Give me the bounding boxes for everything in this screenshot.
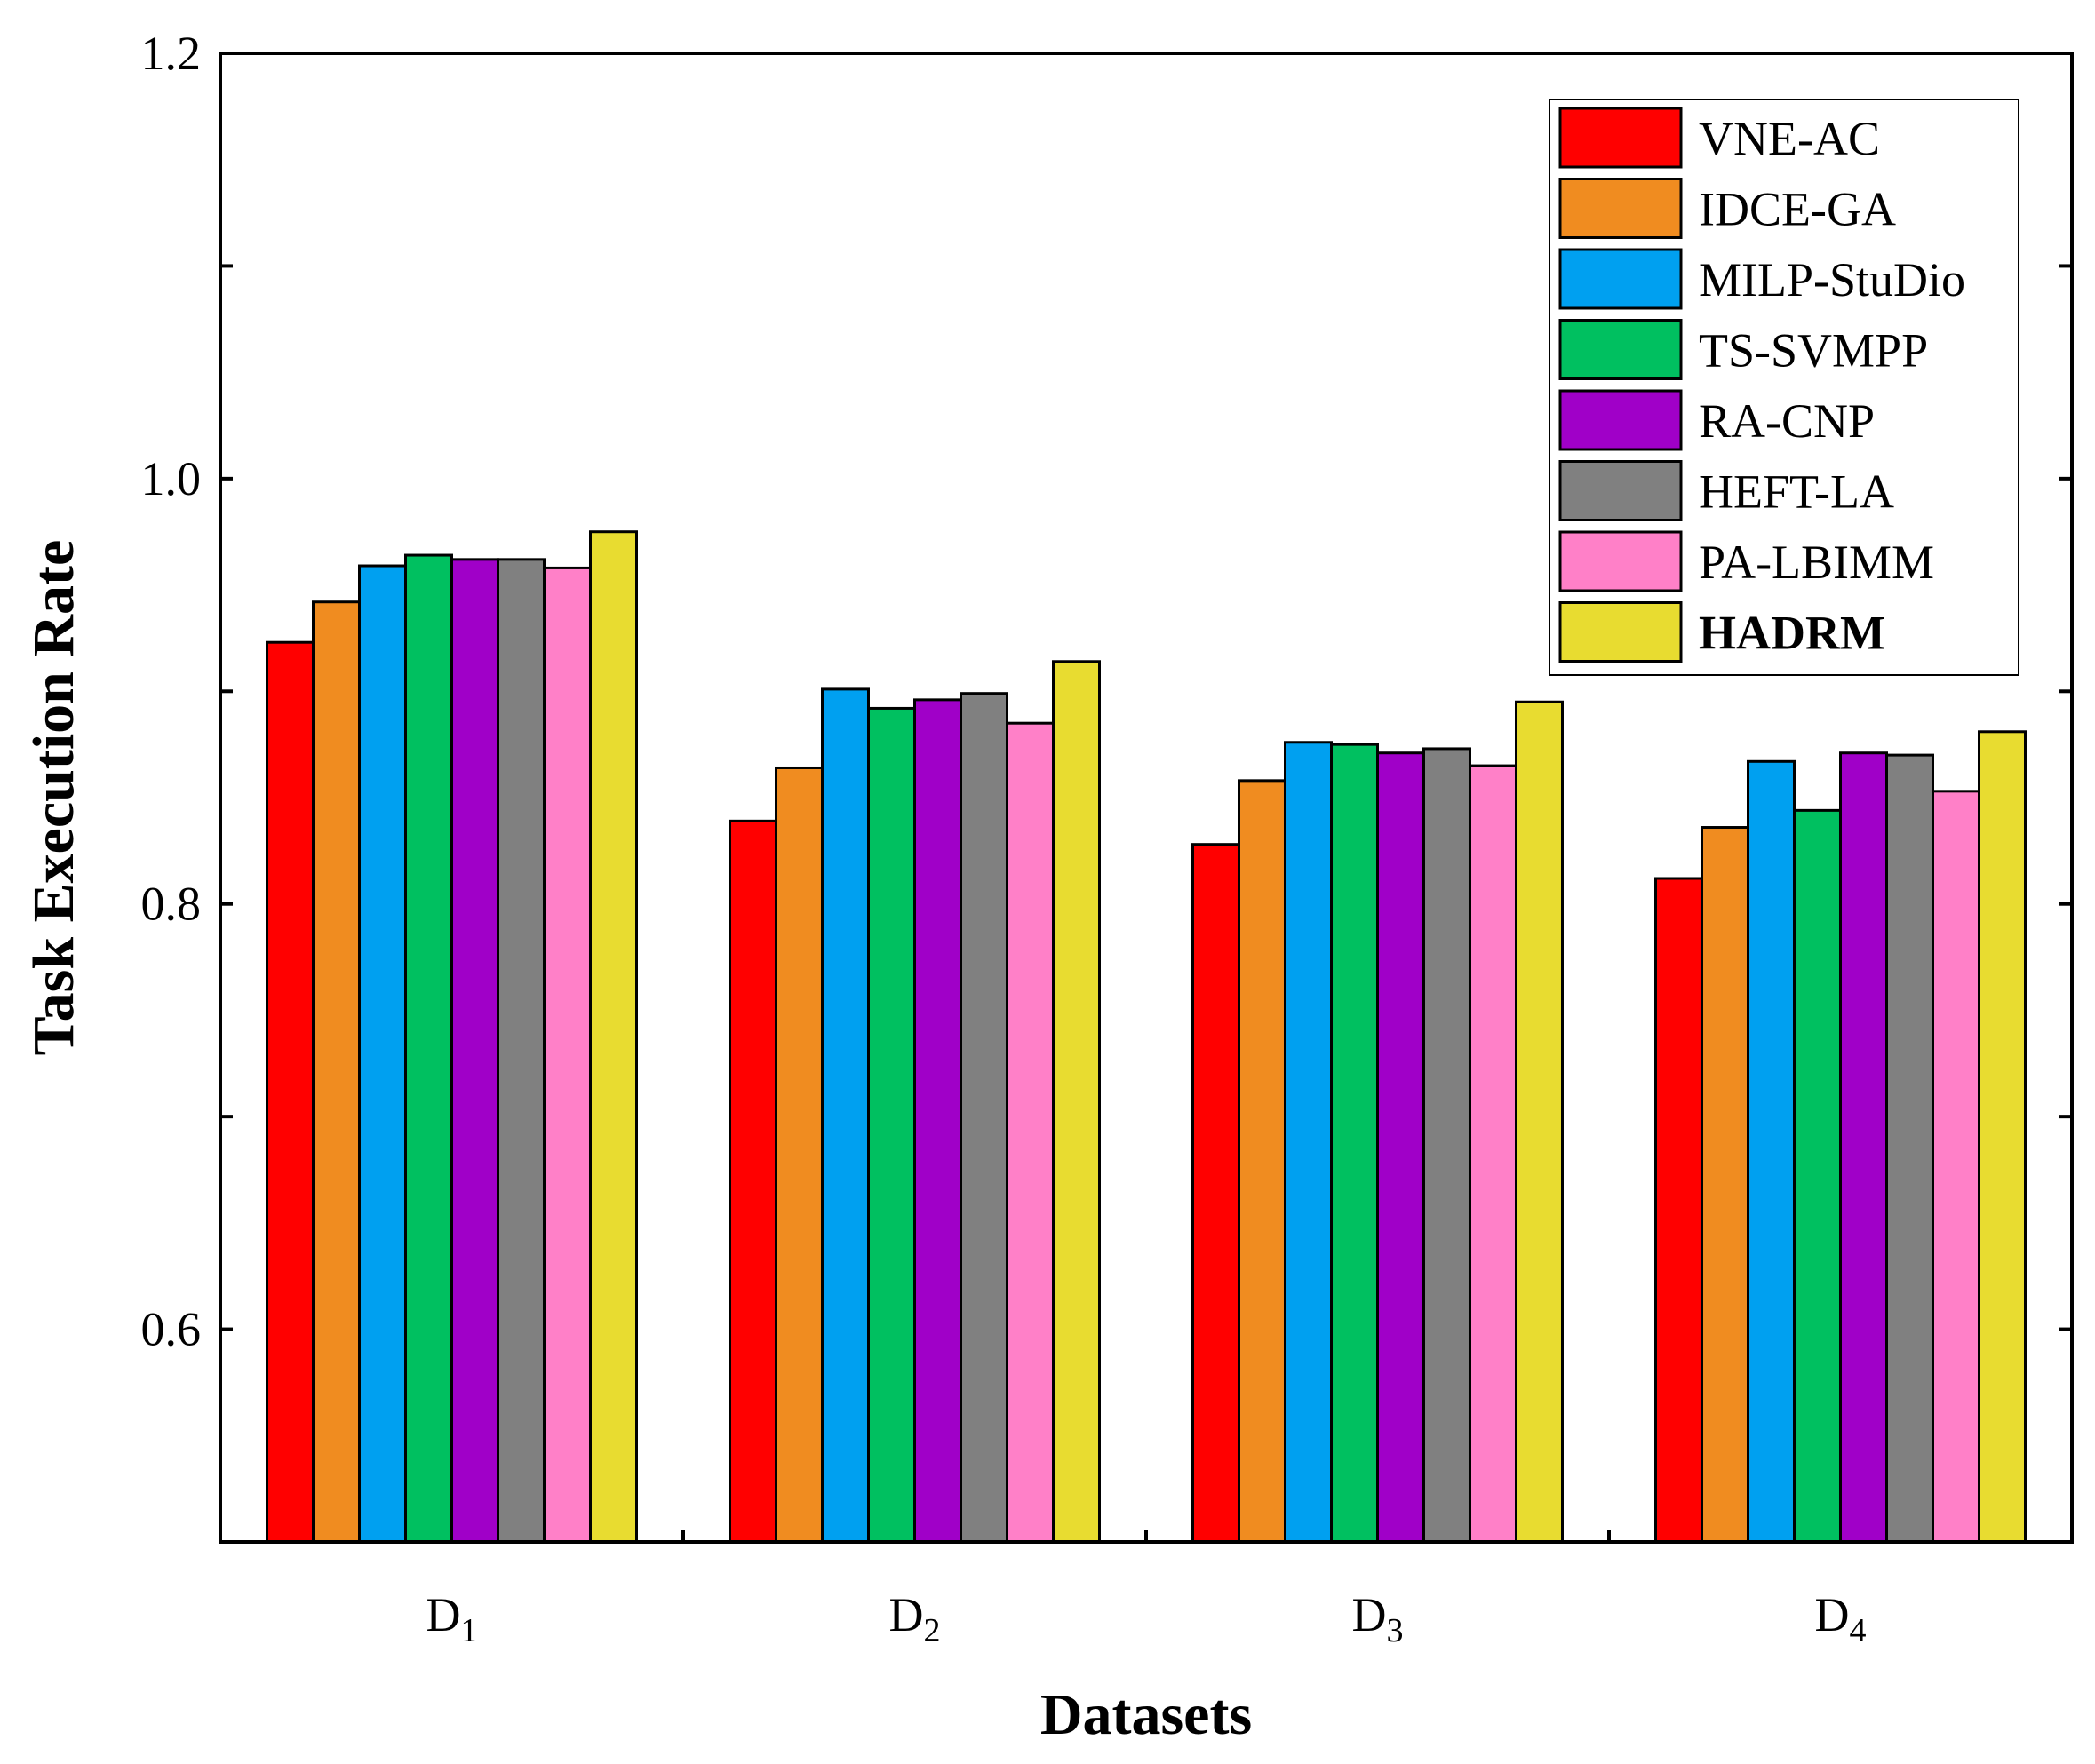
- bars-layer: [266, 530, 2027, 1544]
- y-tick-label: 1.2: [141, 27, 202, 80]
- bar-ra-cnp-d4: [1839, 751, 1888, 1544]
- bar-hadrm-d4: [1978, 730, 2027, 1544]
- x-tick-label-d2: D2: [889, 1588, 941, 1649]
- legend-label: HADRM: [1699, 607, 1885, 660]
- bar-heft-la-d3: [1422, 747, 1471, 1544]
- bar-ts-svmpp-d4: [1793, 808, 1842, 1544]
- x-tick-label-base: D: [889, 1588, 924, 1641]
- bar-vne-ac-d1: [266, 640, 315, 1544]
- bar-idce-ga-d2: [775, 766, 824, 1544]
- bar-heft-la-d2: [960, 692, 1008, 1544]
- y-tick-label: 0.6: [141, 1303, 202, 1356]
- bar-ra-cnp-d3: [1376, 751, 1425, 1544]
- x-tick-label-d1: D1: [426, 1588, 478, 1649]
- bar-ts-svmpp-d3: [1330, 743, 1379, 1544]
- bar-pa-lbimm-d3: [1469, 764, 1517, 1544]
- x-tick-label-subscript: 3: [1387, 1612, 1404, 1649]
- bar-milp-studio-d2: [821, 687, 870, 1544]
- legend-swatch: [1558, 178, 1683, 239]
- legend-swatch: [1558, 460, 1683, 521]
- bar-vne-ac-d2: [729, 819, 777, 1544]
- x-axis-title: Datasets: [1040, 1682, 1252, 1747]
- bar-pa-lbimm-d4: [1932, 790, 1980, 1544]
- bar-pa-lbimm-d1: [543, 566, 592, 1544]
- bar-ra-cnp-d2: [913, 698, 962, 1544]
- x-tick-label-base: D: [1352, 1588, 1387, 1641]
- legend-label: MILP-StuDio: [1699, 253, 1965, 306]
- legend-swatch: [1558, 248, 1683, 310]
- bar-idce-ga-d1: [312, 600, 361, 1544]
- bar-milp-studio-d1: [358, 564, 407, 1544]
- bar-hadrm-d3: [1515, 700, 1564, 1544]
- x-tick-label-d3: D3: [1352, 1588, 1404, 1649]
- bar-idce-ga-d4: [1701, 826, 1749, 1544]
- plot-frame: [219, 52, 2074, 1544]
- x-tick-label-base: D: [1815, 1588, 1850, 1641]
- bar-heft-la-d1: [497, 558, 546, 1544]
- legend-swatch: [1558, 601, 1683, 663]
- x-tick-label-subscript: 2: [924, 1612, 941, 1649]
- bar-hadrm-d1: [589, 530, 638, 1544]
- bar-heft-la-d4: [1885, 753, 1934, 1544]
- ticks-layer: 0.60.81.01.2D1 D2 D3 D4: [141, 27, 2072, 1649]
- legend-label: HEFT-LA: [1699, 465, 1894, 519]
- bar-milp-studio-d3: [1284, 741, 1333, 1544]
- x-tick-label-subscript: 1: [461, 1612, 478, 1649]
- bar-ts-svmpp-d1: [404, 553, 453, 1544]
- bar-ra-cnp-d1: [450, 558, 499, 1544]
- legend-label: RA-CNP: [1699, 394, 1875, 448]
- y-tick-label: 1.0: [141, 452, 202, 505]
- legend-swatch: [1558, 530, 1683, 592]
- bar-vne-ac-d4: [1654, 877, 1703, 1544]
- x-tick-label-subscript: 4: [1850, 1612, 1867, 1649]
- legend: VNE-AC IDCE-GA MILP-StuDio TS-SVMPP RA-CNP HE…: [1549, 99, 2019, 676]
- bar-hadrm-d2: [1052, 660, 1101, 1544]
- legend-swatch: [1558, 107, 1683, 169]
- bar-milp-studio-d4: [1747, 759, 1796, 1544]
- x-tick-label-base: D: [426, 1588, 461, 1641]
- bar-vne-ac-d3: [1191, 843, 1240, 1544]
- bar-idce-ga-d3: [1238, 779, 1286, 1544]
- legend-swatch: [1558, 319, 1683, 380]
- y-tick-label: 0.8: [141, 878, 202, 931]
- legend-swatch: [1558, 389, 1683, 451]
- bar-pa-lbimm-d2: [1006, 721, 1055, 1544]
- legend-label: VNE-AC: [1699, 112, 1880, 165]
- legend-label: PA-LBIMM: [1699, 536, 1934, 589]
- x-tick-label-d4: D4: [1815, 1588, 1867, 1649]
- y-axis-title: Task Execution Rate: [21, 540, 86, 1056]
- legend-label: IDCE-GA: [1699, 183, 1896, 236]
- legend-label: TS-SVMPP: [1699, 324, 1928, 377]
- bar-ts-svmpp-d2: [867, 706, 916, 1544]
